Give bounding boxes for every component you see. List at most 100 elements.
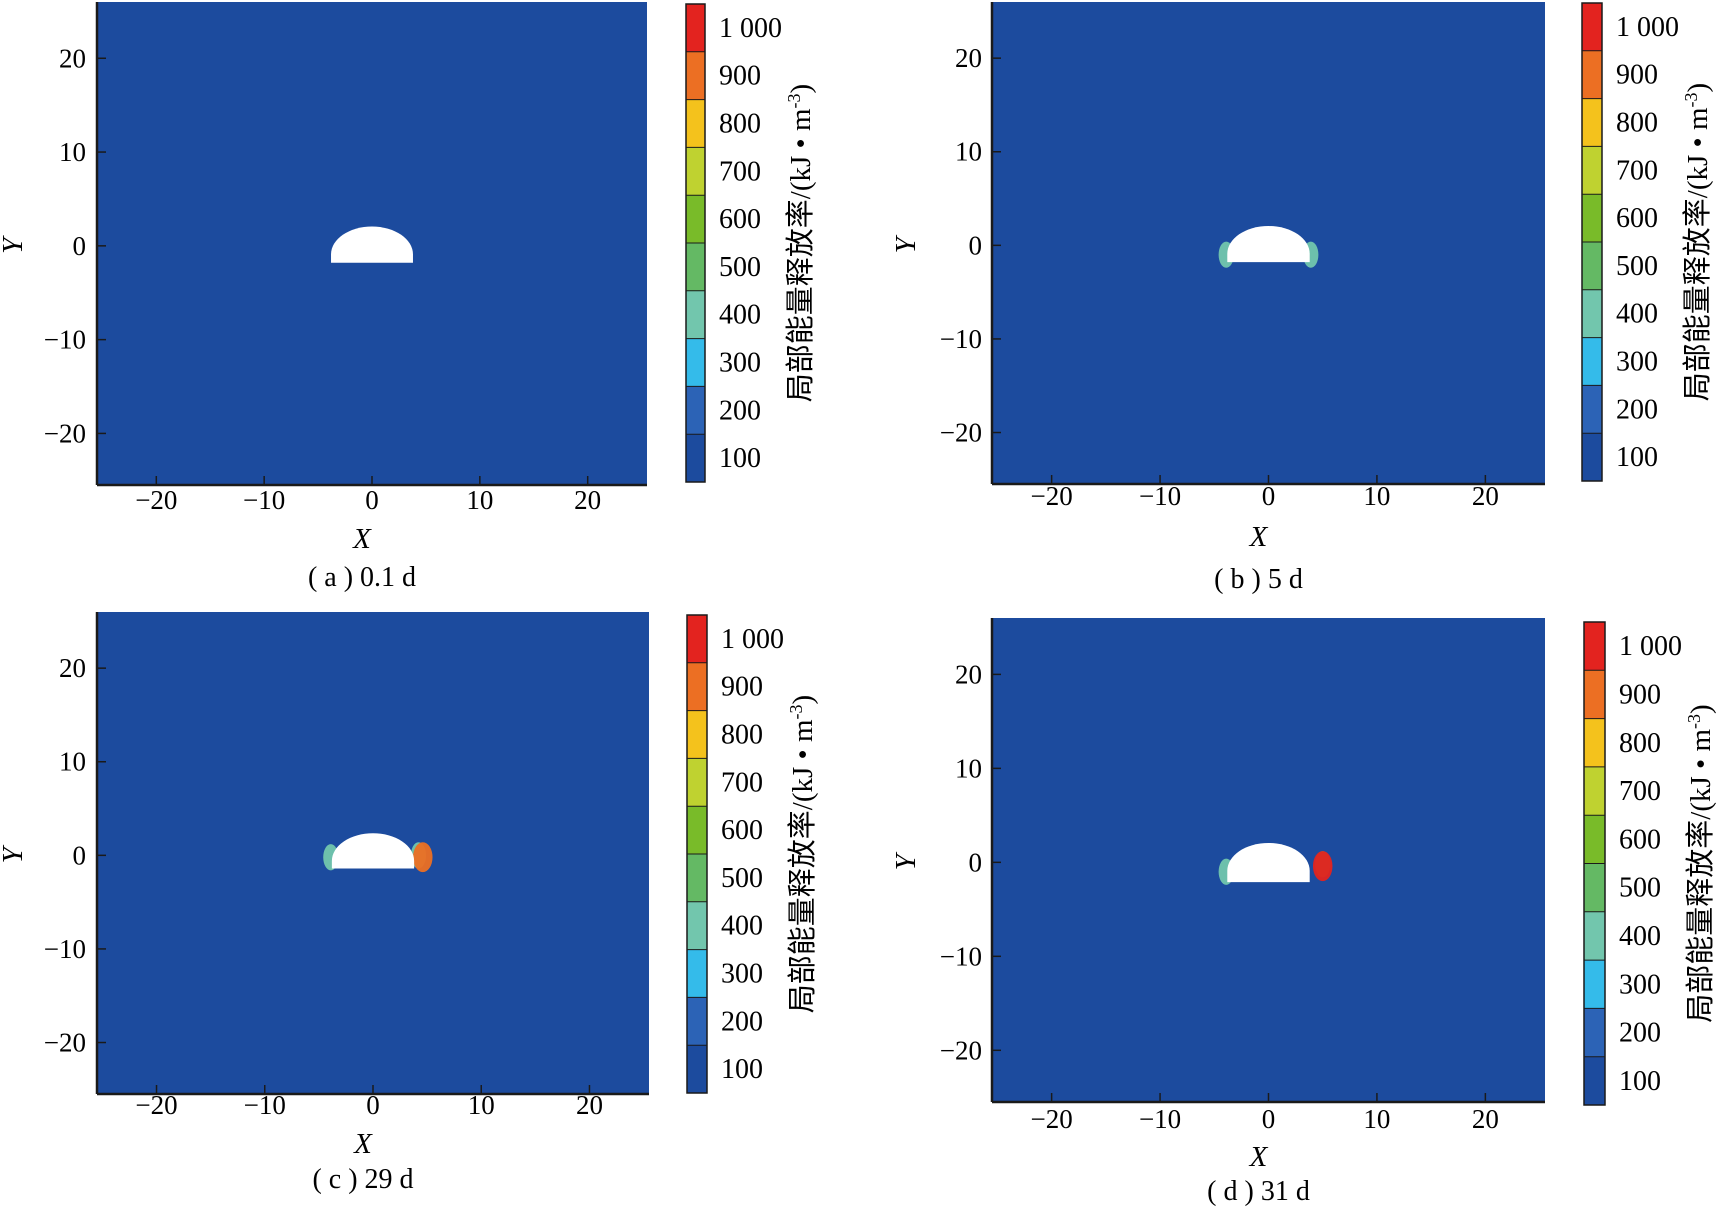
colorbar-segment [686, 147, 705, 196]
colorbar-tick-label: 700 [721, 767, 763, 798]
colorbar-tick-label: 200 [719, 395, 761, 426]
colorbar-segment [687, 854, 707, 902]
colorbar-title-unit: -3 [786, 704, 806, 719]
colorbar-tick-label: 800 [719, 109, 761, 140]
y-tick-label: 0 [969, 847, 983, 877]
hotspot [1312, 851, 1333, 882]
colorbar-tick-label: 1 000 [719, 13, 782, 44]
colorbar-tick-label: 600 [719, 204, 761, 235]
colorbar-segment [1584, 622, 1605, 671]
colorbar-segment [686, 386, 705, 435]
colorbar-segment [686, 243, 705, 291]
colorbar-tick-label: 400 [719, 300, 761, 331]
colorbar-tick-label: 400 [1619, 921, 1661, 952]
colorbar-tick-label: 300 [719, 348, 761, 379]
y-tick-label: 10 [59, 747, 86, 777]
y-tick-label: −20 [44, 418, 86, 448]
colorbar-tick-label: 500 [719, 252, 761, 283]
colorbar-tick-label: 900 [1616, 60, 1658, 91]
colorbar-tick-label: 900 [1619, 679, 1661, 710]
colorbar-tick-label: 100 [1619, 1066, 1661, 1097]
colorbar-tick-label: 200 [1619, 1018, 1661, 1049]
colorbar-segment [687, 710, 707, 759]
colorbar-title: 局部能量释放率/(kJ • m-3) [786, 695, 819, 1013]
x-tick-label: 0 [1262, 481, 1276, 511]
colorbar-title: 局部能量释放率/(kJ • m-3) [784, 84, 817, 402]
colorbar-title-unit: -3 [1684, 714, 1704, 729]
y-tick-label: −20 [940, 1035, 982, 1065]
colorbar-title: 局部能量释放率/(kJ • m-3) [1684, 704, 1717, 1022]
x-tick-label: −20 [1031, 481, 1073, 511]
colorbar-tick-label: 300 [1619, 969, 1661, 1000]
panel-caption: ( b ) 5 d [1214, 564, 1303, 595]
y-tick-label: −20 [44, 1028, 86, 1058]
x-tick-label: 0 [366, 1090, 380, 1120]
y-tick-label: 20 [59, 43, 86, 73]
x-tick-label: −20 [1031, 1104, 1073, 1134]
colorbar-segment [1584, 1056, 1605, 1105]
x-tick-label: −10 [244, 1090, 286, 1120]
colorbar-segment [687, 758, 707, 807]
panel-caption: ( d ) 31 d [1207, 1176, 1310, 1207]
colorbar-tick-label: 1 000 [1616, 12, 1679, 43]
y-axis-label: Y [890, 234, 922, 253]
colorbar-segment [687, 615, 707, 663]
colorbar-segment [687, 997, 707, 1046]
colorbar-title-end: ) [1685, 704, 1717, 714]
x-axis-label: X [1249, 521, 1269, 553]
colorbar-segment [686, 99, 705, 148]
x-tick-label: 10 [1363, 1104, 1390, 1134]
y-tick-label: 20 [955, 659, 982, 689]
colorbar-segment [1584, 670, 1605, 719]
colorbar-segment [687, 806, 707, 854]
x-tick-label: 20 [1472, 1104, 1499, 1134]
colorbar-tick-label: 700 [719, 156, 761, 187]
colorbar-tick-label: 700 [1619, 776, 1661, 807]
colorbar-tick-label: 100 [721, 1054, 763, 1085]
x-tick-label: 20 [574, 485, 601, 515]
colorbar-tick-label: 800 [721, 720, 763, 751]
colorbar-segment [1582, 146, 1602, 195]
colorbar-segment [686, 338, 705, 387]
colorbar-segment [686, 290, 705, 339]
colorbar-segment [686, 434, 705, 482]
colorbar-tick-label: 800 [1616, 108, 1658, 139]
colorbar-tick-label: 900 [721, 672, 763, 703]
tunnel-opening [331, 226, 413, 263]
y-tick-label: 20 [955, 43, 982, 73]
y-tick-label: 0 [73, 840, 87, 870]
x-tick-label: −10 [1139, 1104, 1181, 1134]
x-tick-label: −10 [1139, 481, 1181, 511]
colorbar-segment [1582, 337, 1602, 386]
y-tick-label: 0 [969, 230, 983, 260]
y-tick-label: 0 [73, 231, 87, 261]
colorbar-tick-label: 200 [1616, 394, 1658, 425]
panel-caption: ( c ) 29 d [312, 1164, 413, 1195]
x-tick-label: 20 [1472, 481, 1499, 511]
y-tick-label: 10 [59, 137, 86, 167]
x-tick-label: 10 [468, 1090, 495, 1120]
colorbar-tick-label: 600 [721, 815, 763, 846]
colorbar-tick-label: 700 [1616, 155, 1658, 186]
tunnel-opening [1227, 842, 1310, 883]
y-tick-label: 10 [955, 137, 982, 167]
x-tick-label: −20 [135, 485, 177, 515]
colorbar-segment [1584, 911, 1605, 961]
colorbar-title-unit: -3 [784, 93, 804, 108]
colorbar-title-unit: -3 [1681, 92, 1701, 107]
colorbar-title-end: ) [787, 695, 819, 705]
y-tick-label: −10 [44, 934, 86, 964]
colorbar-segment [1584, 960, 1605, 1009]
y-tick-label: −10 [940, 324, 982, 354]
colorbar-segment [686, 195, 705, 243]
colorbar-segment [1582, 289, 1602, 338]
colorbar-tick-label: 500 [1616, 251, 1658, 282]
colorbar-segment [1582, 3, 1602, 51]
y-axis-label: Y [890, 851, 922, 870]
colorbar-title-text: 局部能量释放率/(kJ • m [786, 719, 819, 1013]
colorbar-segment [687, 949, 707, 998]
colorbar-title-text: 局部能量释放率/(kJ • m [1681, 107, 1714, 401]
